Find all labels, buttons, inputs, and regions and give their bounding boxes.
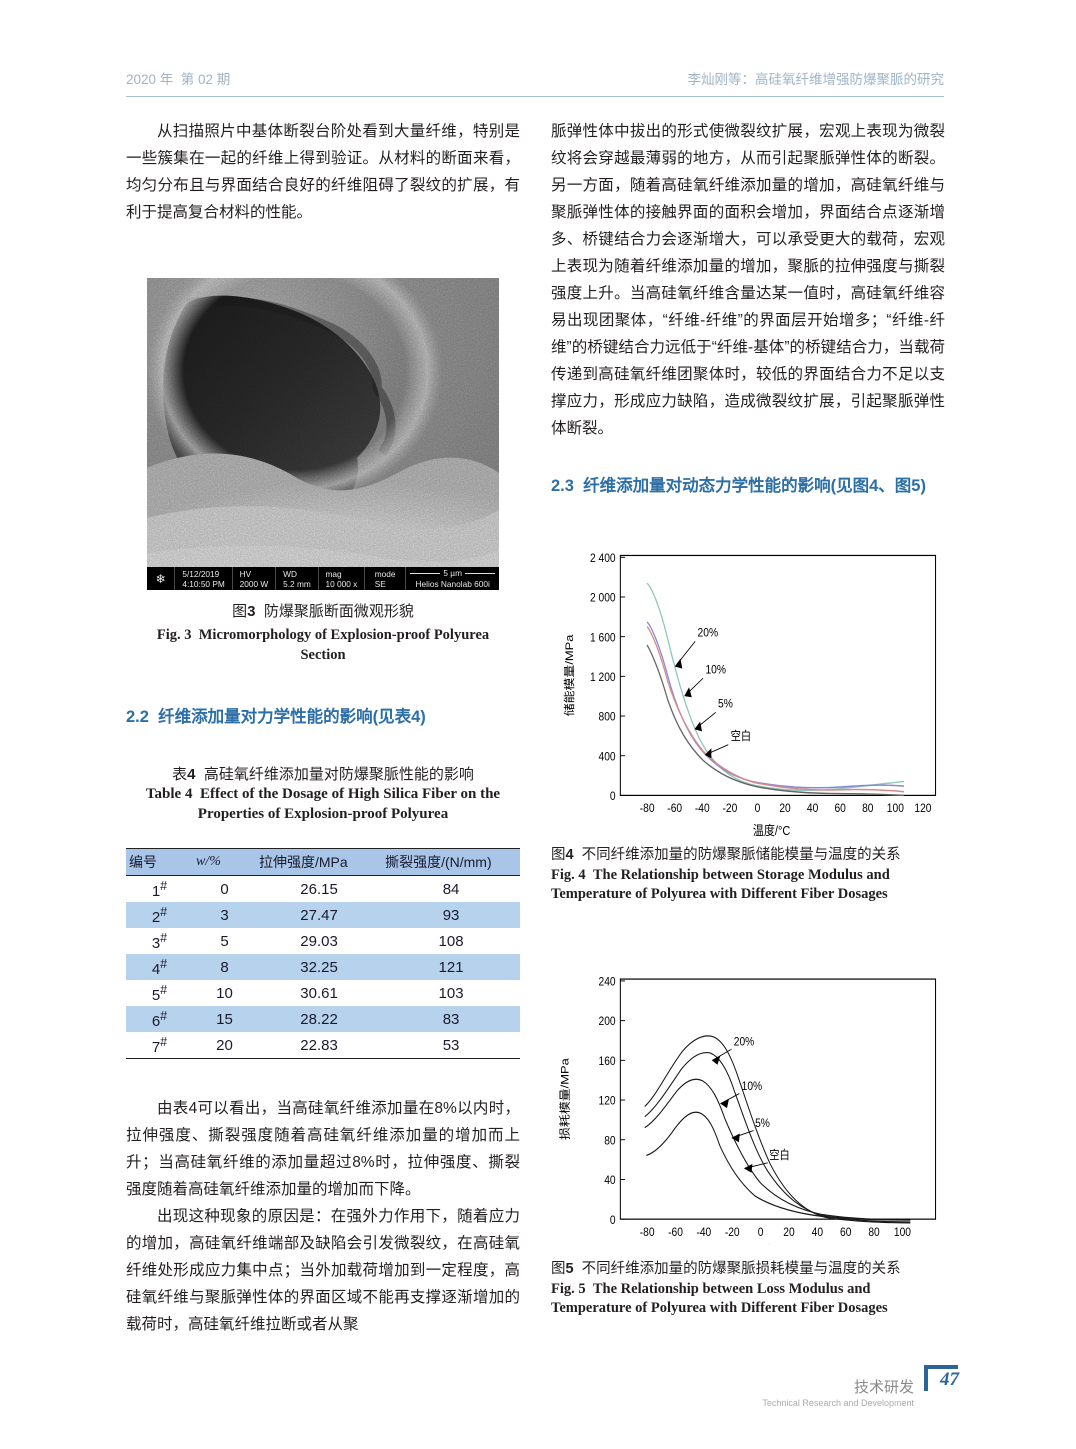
svg-text:-60: -60 <box>667 802 682 815</box>
svg-text:0: 0 <box>755 802 761 815</box>
svg-text:120: 120 <box>599 1095 616 1108</box>
svg-text:空白: 空白 <box>731 728 751 743</box>
svg-text:100: 100 <box>894 1226 911 1239</box>
svg-text:温度/°C: 温度/°C <box>753 822 791 838</box>
svg-text:5%: 5% <box>755 1117 770 1130</box>
svg-text:损耗模量/MPa: 损耗模量/MPa <box>558 1058 571 1140</box>
svg-text:40: 40 <box>807 802 818 815</box>
svg-text:60: 60 <box>840 1226 851 1239</box>
svg-text:160: 160 <box>599 1055 616 1068</box>
svg-text:-80: -80 <box>640 802 655 815</box>
svg-text:空白: 空白 <box>769 1147 789 1162</box>
svg-text:2 000: 2 000 <box>590 592 616 605</box>
svg-text:120: 120 <box>914 802 931 815</box>
svg-text:80: 80 <box>604 1135 615 1148</box>
svg-text:储能模量/MPa: 储能模量/MPa <box>562 634 576 716</box>
svg-text:0: 0 <box>758 1226 764 1239</box>
svg-text:200: 200 <box>599 1016 616 1029</box>
svg-text:温度/°C: 温度/°C <box>753 1243 791 1245</box>
svg-text:-40: -40 <box>695 802 710 815</box>
svg-text:60: 60 <box>834 802 845 815</box>
svg-text:20%: 20% <box>734 1036 755 1049</box>
svg-text:5%: 5% <box>718 698 733 711</box>
svg-text:2 400: 2 400 <box>590 552 616 565</box>
svg-text:80: 80 <box>862 802 873 815</box>
svg-text:10%: 10% <box>742 1080 763 1093</box>
svg-text:40: 40 <box>812 1226 823 1239</box>
svg-text:240: 240 <box>599 976 616 989</box>
svg-text:20: 20 <box>779 802 790 815</box>
svg-text:20: 20 <box>783 1226 794 1239</box>
svg-text:1 600: 1 600 <box>590 632 616 645</box>
svg-text:1 200: 1 200 <box>590 671 616 684</box>
svg-text:10%: 10% <box>705 664 726 677</box>
svg-text:800: 800 <box>599 711 616 724</box>
svg-text:0: 0 <box>610 790 616 803</box>
svg-text:20%: 20% <box>698 627 719 640</box>
svg-text:-60: -60 <box>668 1226 683 1239</box>
svg-text:400: 400 <box>599 751 616 764</box>
svg-text:-20: -20 <box>722 802 737 815</box>
svg-text:0: 0 <box>610 1214 616 1227</box>
svg-text:40: 40 <box>604 1174 615 1187</box>
svg-text:80: 80 <box>868 1226 879 1239</box>
svg-text:100: 100 <box>887 802 904 815</box>
svg-text:-80: -80 <box>640 1226 655 1239</box>
svg-text:-40: -40 <box>696 1226 711 1239</box>
svg-text:-20: -20 <box>725 1226 740 1239</box>
